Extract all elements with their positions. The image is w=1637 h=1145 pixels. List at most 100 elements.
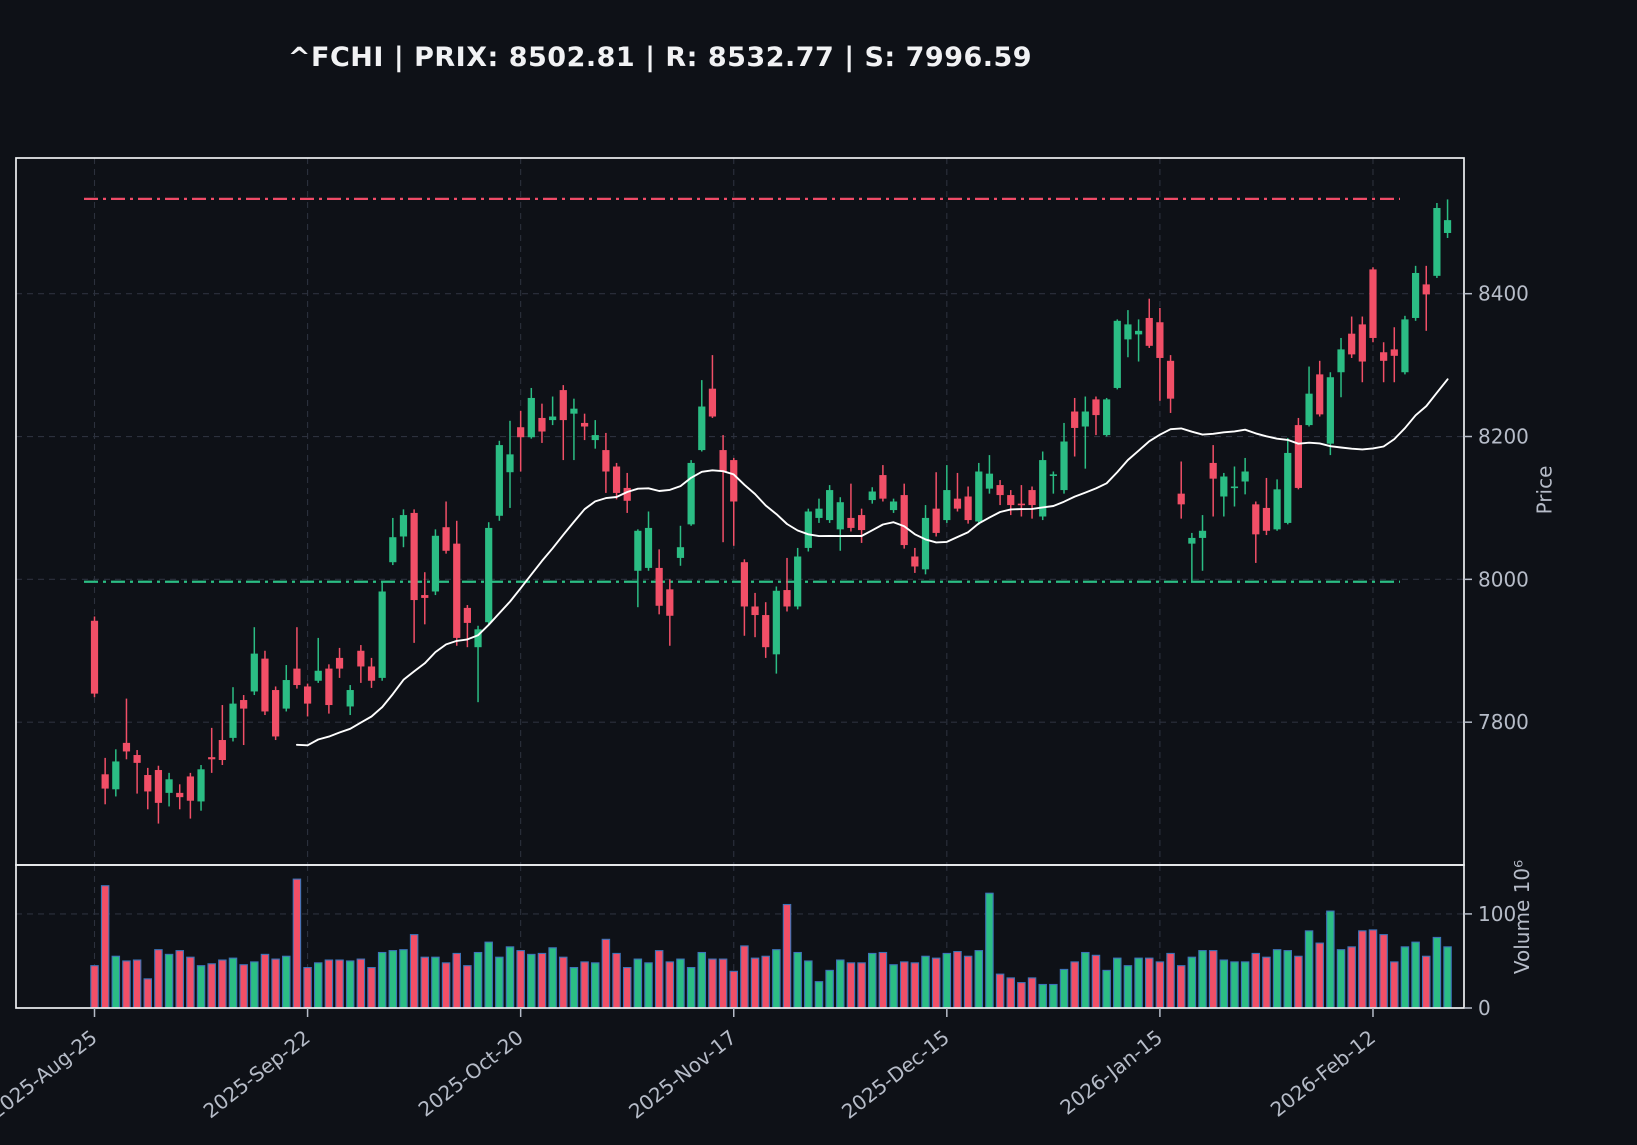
candle-body bbox=[442, 527, 450, 551]
volume-bar bbox=[1251, 952, 1261, 1009]
volume-bar bbox=[1390, 961, 1399, 1009]
candle-body bbox=[868, 491, 876, 501]
volume-tick-label: 0 bbox=[1478, 996, 1491, 1020]
candle-body bbox=[751, 606, 759, 616]
volume-bar bbox=[601, 938, 611, 1009]
candle-body bbox=[857, 515, 866, 531]
volume-bar bbox=[750, 957, 760, 1009]
candle-body bbox=[1230, 486, 1239, 489]
candle-body bbox=[602, 450, 610, 472]
candle-body bbox=[133, 755, 141, 763]
candlestick-series bbox=[90, 199, 1452, 824]
volume-bar bbox=[1113, 957, 1122, 1009]
volume-bar bbox=[324, 959, 334, 1009]
candle-body bbox=[378, 591, 386, 678]
chart-title: ^FCHI | PRIX: 8502.81 | R: 8532.77 | S: … bbox=[287, 42, 1033, 73]
candle-body bbox=[996, 485, 1004, 496]
candle-body bbox=[836, 502, 844, 530]
volume-bar bbox=[761, 955, 770, 1009]
volume-bar bbox=[154, 949, 163, 1009]
candle-body bbox=[666, 589, 674, 616]
candle-body bbox=[506, 454, 514, 473]
volume-bar bbox=[1358, 930, 1367, 1009]
candle-body bbox=[1071, 411, 1079, 428]
volume-bar bbox=[974, 950, 984, 1009]
candle-body bbox=[559, 390, 567, 421]
candle-body bbox=[346, 690, 354, 707]
candle-body bbox=[719, 450, 727, 472]
candle-body bbox=[1305, 393, 1313, 426]
candle-body bbox=[1284, 452, 1292, 523]
candle-body bbox=[485, 527, 493, 623]
candle-body bbox=[325, 668, 333, 706]
volume-bar bbox=[1219, 959, 1229, 1009]
volume-bar bbox=[1326, 910, 1335, 1009]
candle-body bbox=[1188, 537, 1196, 544]
candle-body bbox=[229, 703, 237, 738]
volume-bar bbox=[782, 903, 792, 1009]
volume-bar bbox=[1102, 969, 1111, 1009]
candle-body bbox=[261, 658, 269, 712]
candle-body bbox=[282, 680, 290, 709]
candle-body bbox=[112, 761, 120, 790]
candle-body bbox=[367, 666, 376, 681]
candle-body bbox=[1390, 349, 1398, 356]
candle-body bbox=[495, 445, 503, 516]
volume-bar bbox=[356, 958, 366, 1009]
volume-bar bbox=[250, 961, 259, 1009]
candle-body bbox=[826, 490, 834, 521]
volume-bar bbox=[303, 966, 312, 1009]
candle-body bbox=[985, 473, 994, 489]
candle-body bbox=[804, 511, 812, 548]
volume-bar bbox=[686, 966, 696, 1009]
volume-bar bbox=[1081, 951, 1090, 1009]
volume-bar bbox=[995, 973, 1005, 1009]
candle-body bbox=[1134, 330, 1143, 335]
volume-bar bbox=[505, 946, 515, 1009]
candle-body bbox=[293, 668, 301, 686]
candle-body bbox=[676, 547, 685, 558]
date-tick-label: 2026-Jan-15 bbox=[1055, 1025, 1166, 1119]
gridlines bbox=[16, 158, 1464, 1008]
volume-bar bbox=[942, 952, 952, 1009]
candle-body bbox=[1028, 490, 1036, 506]
candle-body bbox=[794, 556, 802, 607]
volume-bar bbox=[1422, 955, 1431, 1009]
candle-body bbox=[1294, 425, 1303, 488]
volume-bar bbox=[1027, 977, 1037, 1009]
volume-bar bbox=[409, 934, 419, 1009]
volume-bar bbox=[431, 956, 440, 1009]
volume-bar bbox=[313, 962, 323, 1009]
volume-bar bbox=[612, 952, 621, 1009]
volume-bar bbox=[164, 953, 174, 1009]
volume-bar bbox=[740, 945, 749, 1009]
volume-bar bbox=[921, 955, 930, 1009]
candle-body bbox=[357, 650, 365, 667]
volume-bar bbox=[1400, 946, 1410, 1009]
volume-bar bbox=[143, 978, 153, 1009]
candle-body bbox=[165, 779, 173, 793]
candle-body bbox=[1316, 374, 1324, 415]
volume-bar bbox=[175, 950, 184, 1009]
volume-bar bbox=[772, 949, 781, 1009]
volume-bar bbox=[228, 957, 238, 1009]
volume-bar bbox=[1347, 946, 1356, 1009]
volume-bar bbox=[473, 951, 483, 1009]
date-tick-label: 2026-Feb-12 bbox=[1266, 1025, 1380, 1122]
candle-body bbox=[1198, 530, 1207, 538]
candle-body bbox=[1017, 503, 1025, 506]
candle-body bbox=[1039, 460, 1047, 517]
candle-body bbox=[474, 629, 482, 648]
volume-bar bbox=[889, 964, 898, 1009]
candle-body bbox=[176, 792, 184, 798]
candle-body bbox=[1156, 322, 1164, 358]
volume-bar bbox=[122, 960, 131, 1009]
volume-bar bbox=[963, 955, 973, 1009]
volume-bar bbox=[420, 956, 430, 1009]
volume-bar bbox=[867, 952, 877, 1009]
volume-bar bbox=[260, 953, 270, 1009]
volume-bar bbox=[1240, 961, 1250, 1009]
volume-bar bbox=[931, 957, 941, 1009]
